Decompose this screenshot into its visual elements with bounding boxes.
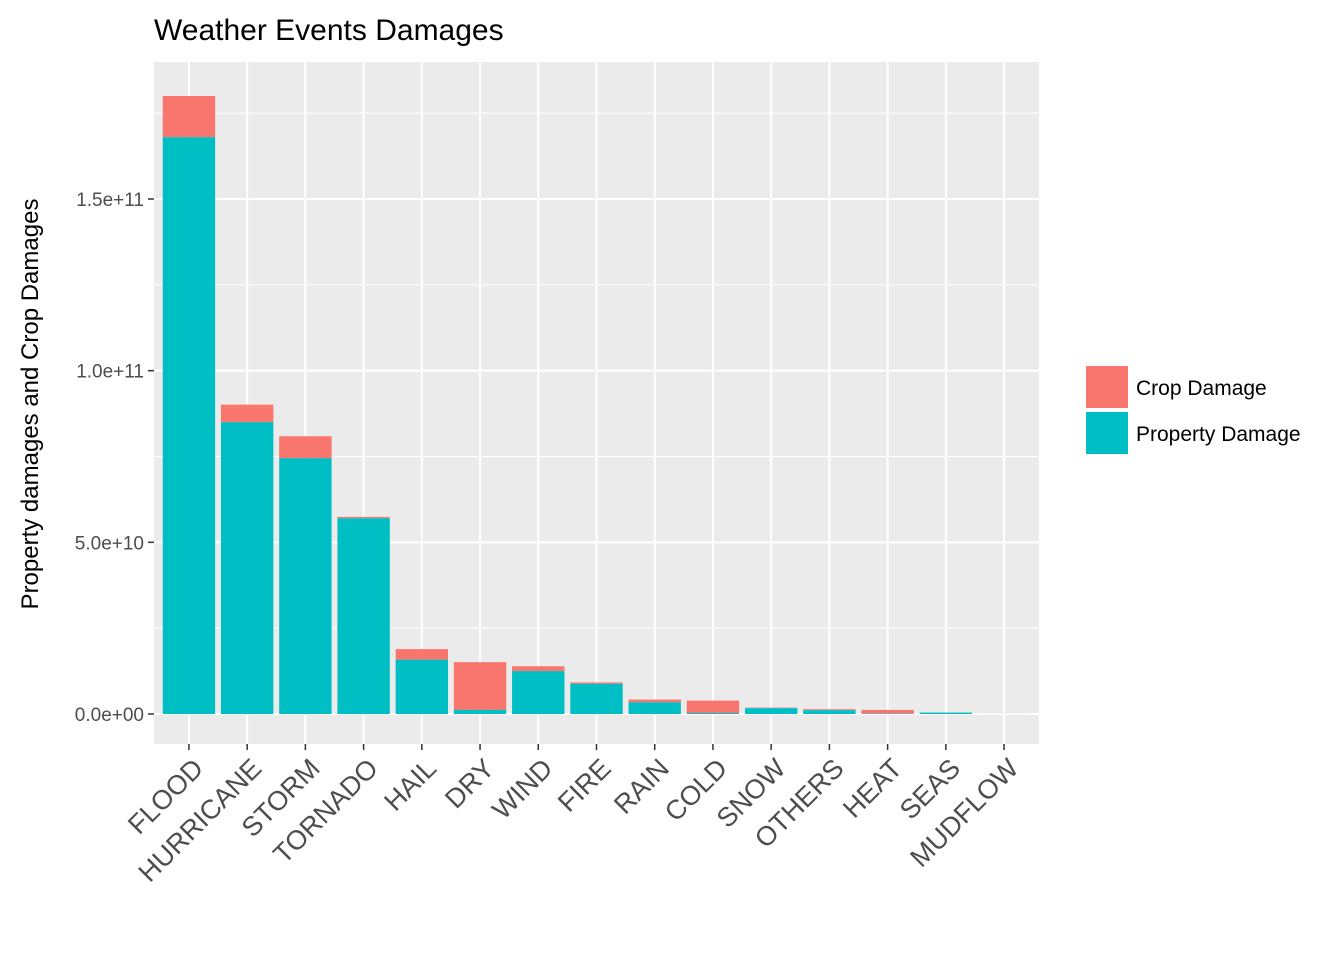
y-axis: 0.0e+00 5.0e+10 1.0e+11 1.5e+11 xyxy=(75,190,154,726)
x-tick-label-wind: WIND xyxy=(486,753,558,825)
y-tick-label-0: 0.0e+00 xyxy=(75,705,144,726)
bar-crop-storm xyxy=(279,436,332,459)
bar-crop-hurricane xyxy=(220,404,274,423)
bar-property-hail xyxy=(395,659,449,714)
y-tick-label-2: 1.0e+11 xyxy=(76,362,144,383)
legend-label-crop-damage: Crop Damage xyxy=(1136,377,1267,400)
bar-crop-hail xyxy=(395,649,449,660)
bar-crop-snow xyxy=(744,707,798,709)
bar-property-hurricane xyxy=(220,422,274,714)
bar-property-tornado xyxy=(337,518,390,714)
x-tick-label-heat: HEAT xyxy=(837,753,908,824)
bar-property-storm xyxy=(279,458,332,714)
legend-key-crop-damage xyxy=(1086,366,1128,408)
bar-property-rain xyxy=(628,702,681,714)
x-tick-label-hail: HAIL xyxy=(378,753,442,817)
bar-property-snow xyxy=(744,708,798,714)
bar-property-wind xyxy=(512,671,565,714)
bar-property-cold xyxy=(686,712,740,714)
bar-crop-dry xyxy=(453,662,507,710)
x-axis: FLOODHURRICANESTORMTORNADOHAILDRYWINDFIR… xyxy=(122,744,1025,888)
bar-crop-wind xyxy=(512,666,565,672)
bars xyxy=(162,96,1031,714)
bar-crop-rain xyxy=(628,699,681,703)
bar-property-fire xyxy=(570,683,623,714)
bar-property-seas xyxy=(919,712,973,714)
legend-key-property-damage xyxy=(1086,412,1128,454)
bar-crop-tornado xyxy=(337,516,390,519)
bar-crop-flood xyxy=(162,96,216,138)
legend-label-property-damage: Property Damage xyxy=(1136,423,1301,446)
bar-crop-fire xyxy=(570,682,623,684)
bar-property-others xyxy=(803,710,856,714)
y-tick-label-1: 5.0e+10 xyxy=(75,533,144,554)
x-tick-label-fire: FIRE xyxy=(552,753,617,818)
bar-property-dry xyxy=(453,709,507,714)
chart-title: Weather Events Damages xyxy=(154,14,504,47)
bar-crop-cold xyxy=(686,700,740,713)
legend: Crop Damage Property Damage xyxy=(1086,366,1301,454)
bar-crop-heat xyxy=(861,709,914,714)
bar-property-flood xyxy=(162,137,216,714)
y-axis-label: Property damages and Crop Damages xyxy=(17,199,44,610)
bar-crop-others xyxy=(803,709,856,711)
y-tick-label-3: 1.5e+11 xyxy=(76,190,144,211)
